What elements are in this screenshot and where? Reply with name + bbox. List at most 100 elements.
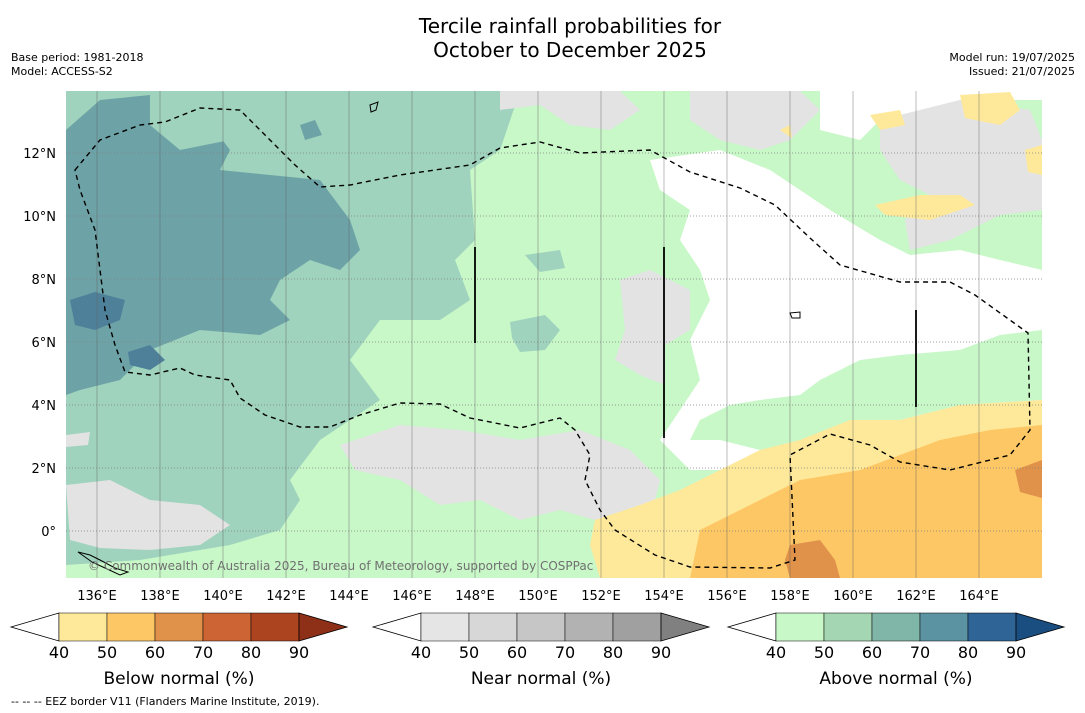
colorbar-extend-high [1015,612,1066,642]
colorbar-cell [823,612,873,642]
colorbar-tick-label: 60 [507,643,527,662]
colorbar-cell [871,612,921,642]
model-name: Model: ACCESS-S2 [11,65,113,78]
issued-date: Issued: 21/07/2025 [968,65,1075,78]
footnote: -- -- -- EEZ border V11 (Flanders Marine… [11,695,320,708]
colorbar-cell [154,612,204,642]
colorbar-tick-label: 80 [241,643,261,662]
colorbar-cell [967,612,1017,642]
field-above-70-spot [70,292,125,330]
island-guam [369,101,379,113]
lon-tick-label: 138°E [140,589,180,604]
field-below-40-ne1 [960,92,1020,125]
field-above-50-center [510,315,560,352]
colorbar-extend-low [726,612,777,642]
graticule [66,152,1042,532]
colorbar-tick-label: 70 [555,643,575,662]
field-near-40-w [66,432,90,447]
lon-tick-label: 142°E [266,589,306,604]
eez-border-west [74,107,1031,569]
colorbar-cell [420,612,470,642]
fza-boundary-lines [474,247,917,438]
island-chuuk [789,311,801,319]
copyright-text: © Commonwealth of Australia 2025, Bureau… [88,559,593,573]
lon-tick-label: 144°E [329,589,369,604]
lon-tick-label: 150°E [518,589,558,604]
colorbar-tick-label: 80 [958,643,978,662]
field-above-60-west [66,95,360,395]
field-below-50-south [690,425,1042,578]
chart-title: Tercile rainfall probabilities for Octob… [0,14,1085,62]
lat-tick-label: 10°N [23,210,56,225]
field-near-40-north2 [690,91,820,150]
field-above-60-north [150,95,230,150]
colorbar-3: 40 50 60 70 80 90 Above normal (%) [726,612,1066,689]
colorbar-tick-label: 40 [49,643,69,662]
field-white-north [820,91,1042,140]
lon-tick-label: 152°E [581,589,621,604]
field-near-40-mid [615,270,690,385]
lon-tick-label: 160°E [833,589,873,604]
colorbar-cell [58,612,108,642]
field-below-40-ne3 [875,195,975,220]
lon-tick-label: 140°E [203,589,243,604]
title-line-1: Tercile rainfall probabilities for [418,14,722,38]
colorbar-tick-label: 50 [459,643,479,662]
field-below-60-spot1 [785,540,840,578]
field-above-50-center2 [525,250,565,272]
latitude-labels: 12°N 10°N 8°N 6°N 4°N 2°N 0° [23,147,56,540]
model-run: Model run: 19/07/2025 [949,51,1075,64]
colorbar-extend-low [371,612,422,642]
colorbar-cell [612,612,662,642]
island-solomon [77,551,130,576]
coastlines [77,101,801,576]
colorbar-tick-label: 60 [145,643,165,662]
colorbar-tick-label: 80 [603,643,623,662]
colorbar-cell [202,612,252,642]
field-below-40-ne2 [870,110,905,130]
colorbar-extend-high [298,612,349,642]
field-below-60-spot2 [1015,460,1042,498]
probability-field [66,91,1042,578]
lon-tick-label: 136°E [77,589,117,604]
colorbars: 40 50 60 70 80 90 Below normal (%) 40 50 60 70 80 90… [9,612,1066,689]
colorbar-cell [919,612,969,642]
field-above-70-spot2 [128,345,165,370]
lat-tick-label: 2°N [32,462,57,477]
meta-left: Base period: 1981-2018 Model: ACCESS-S2 [11,51,143,79]
colorbar-tick-label: 40 [411,643,431,662]
colorbar-cell [250,612,300,642]
colorbar-tick-label: 60 [862,643,882,662]
lat-tick-label: 0° [41,525,56,540]
colorbar-cell [516,612,566,642]
colorbar-cell [468,612,518,642]
eez-borders [74,107,1031,569]
colorbar-tick-label: 40 [766,643,786,662]
lon-tick-label: 148°E [455,589,495,604]
colorbar-title: Near normal (%) [471,669,611,689]
colorbar-extend-low [9,612,60,642]
colorbar-tick-label: 50 [97,643,117,662]
colorbar-cell [564,612,614,642]
field-below-40-ne4 [1025,145,1042,175]
lon-tick-label: 162°E [896,589,936,604]
title-line-2: October to December 2025 [433,38,707,62]
colorbar-2: 40 50 60 70 80 90 Near normal (%) [371,612,711,689]
field-near-40-south [340,425,660,550]
base-period: Base period: 1981-2018 [11,51,144,64]
lat-tick-label: 6°N [32,336,57,351]
colorbar-tick-label: 70 [193,643,213,662]
lon-tick-label: 146°E [392,589,432,604]
lon-tick-label: 164°E [959,589,999,604]
colorbar-cell [106,612,156,642]
field-near-40-sw [66,480,230,550]
field-above-60-patch [300,120,322,140]
colorbar-cell [775,612,825,642]
colorbar-title: Above normal (%) [819,669,972,689]
colorbar-title: Below normal (%) [104,669,255,689]
colorbar-tick-label: 90 [1006,643,1026,662]
colorbar-1: 40 50 60 70 80 90 Below normal (%) [9,612,349,689]
field-below-40-ne5 [780,125,792,138]
lon-tick-label: 156°E [707,589,747,604]
